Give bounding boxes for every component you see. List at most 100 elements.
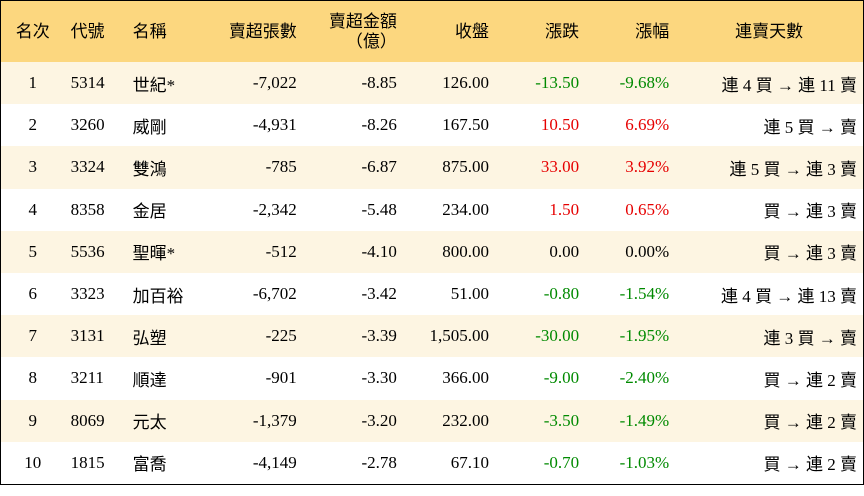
sell-table: 名次 代號 名稱 賣超張數 賣超金額 （億） 收盤 漲跌 漲幅 連賣天數 1 5314 世紀* -7,… — [0, 0, 864, 485]
table-cell: -3.39 — [302, 315, 403, 358]
table-body: 1 5314 世紀* -7,022 -8.85 126.00 -13.50 -9.68% 連 4… — [0, 62, 864, 485]
table-cell: -4,149 — [216, 441, 303, 485]
table-cell: 威剛 — [126, 104, 217, 147]
table-cell: -1.49% — [585, 399, 676, 442]
table-cell: -0.70 — [495, 441, 586, 485]
table-cell: -1.54% — [585, 272, 676, 316]
header-cell: 名稱 — [126, 0, 217, 62]
table-cell: 6.69% — [585, 104, 676, 147]
table-cell: 3324 — [64, 146, 127, 189]
table-cell: -3.50 — [495, 399, 586, 442]
table-cell: 弘塑 — [126, 315, 217, 358]
table-cell: -4,931 — [216, 104, 303, 147]
table-cell: -0.80 — [495, 272, 586, 316]
header-cell: 連賣天數 — [675, 0, 864, 62]
header-cell: 代號 — [64, 0, 127, 62]
table-cell: 9 — [0, 399, 65, 442]
table-cell: 1,505.00 — [402, 315, 496, 358]
table-cell: 8 — [0, 357, 65, 400]
table-cell: 0.00% — [585, 230, 676, 273]
table-cell: 3323 — [64, 272, 127, 316]
table-cell: 3131 — [64, 315, 127, 358]
table-row: 6 3323 加百裕 -6,702 -3.42 51.00 -0.80 -1.54% 連 4 買… — [0, 272, 864, 316]
table-cell: 234.00 — [402, 188, 496, 231]
table-cell: -4.10 — [302, 230, 403, 273]
header-cell: 賣超張數 — [216, 0, 303, 62]
table-cell: -8.26 — [302, 104, 403, 147]
table-row: 4 8358 金居 -2,342 -5.48 234.00 1.50 0.65% 買 → 連 3… — [0, 188, 864, 231]
table-cell: 買 → 連 2 賣 — [675, 357, 864, 400]
table-cell: -3.20 — [302, 399, 403, 442]
table-cell: -8.85 — [302, 62, 403, 105]
table-cell: 5 — [0, 230, 65, 273]
table-cell: -1,379 — [216, 399, 303, 442]
table-cell: 加百裕 — [126, 272, 217, 316]
table-row: 1 5314 世紀* -7,022 -8.85 126.00 -13.50 -9.68% 連 4… — [0, 62, 864, 105]
table-cell: -13.50 — [495, 62, 586, 105]
header-row: 名次 代號 名稱 賣超張數 賣超金額 （億） 收盤 漲跌 漲幅 連賣天數 — [0, 0, 864, 62]
table-cell: 366.00 — [402, 357, 496, 400]
header-cell: 漲跌 — [495, 0, 586, 62]
header-cell: 收盤 — [402, 0, 496, 62]
table-cell: -2,342 — [216, 188, 303, 231]
table-cell: -1.95% — [585, 315, 676, 358]
table-cell: 67.10 — [402, 441, 496, 485]
table-cell: 7 — [0, 315, 65, 358]
table-cell: 167.50 — [402, 104, 496, 147]
table-row: 2 3260 威剛 -4,931 -8.26 167.50 10.50 6.69% 連 5 買 … — [0, 104, 864, 147]
table-row: 8 3211 順達 -901 -3.30 366.00 -9.00 -2.40% 買 → 連 2… — [0, 357, 864, 400]
table-cell: 10.50 — [495, 104, 586, 147]
table-cell: -1.03% — [585, 441, 676, 485]
table-row: 7 3131 弘塑 -225 -3.39 1,505.00 -30.00 -1.95% 連 3 … — [0, 315, 864, 358]
table-cell: 順達 — [126, 357, 217, 400]
table-cell: 51.00 — [402, 272, 496, 316]
table-cell: 1.50 — [495, 188, 586, 231]
table-cell: -9.68% — [585, 62, 676, 105]
table-cell: 雙鴻 — [126, 146, 217, 189]
table-cell: -901 — [216, 357, 303, 400]
header-cell: 漲幅 — [585, 0, 676, 62]
table-cell: 買 → 連 2 賣 — [675, 441, 864, 485]
table-cell: -512 — [216, 230, 303, 273]
table-cell: 800.00 — [402, 230, 496, 273]
table-cell: 買 → 連 3 賣 — [675, 188, 864, 231]
table-cell: 連 5 買 → 連 3 賣 — [675, 146, 864, 189]
table-cell: -3.42 — [302, 272, 403, 316]
table-cell: 3211 — [64, 357, 127, 400]
table-cell: 1815 — [64, 441, 127, 485]
table-cell: 6 — [0, 272, 65, 316]
table-cell: -7,022 — [216, 62, 303, 105]
table-cell: -5.48 — [302, 188, 403, 231]
table-cell: 富喬 — [126, 441, 217, 485]
table-cell: 2 — [0, 104, 65, 147]
table-cell: 232.00 — [402, 399, 496, 442]
table-cell: 金居 — [126, 188, 217, 231]
table-cell: -30.00 — [495, 315, 586, 358]
header-cell: 賣超金額 （億） — [302, 0, 403, 62]
table-cell: 8069 — [64, 399, 127, 442]
header-cell: 名次 — [0, 0, 65, 62]
table-cell: 連 3 買 → 賣 — [675, 315, 864, 358]
table-cell: 3260 — [64, 104, 127, 147]
table-cell: 買 → 連 2 賣 — [675, 399, 864, 442]
table-cell: -2.40% — [585, 357, 676, 400]
table-cell: -225 — [216, 315, 303, 358]
table-cell: 連 4 買 → 連 13 賣 — [675, 272, 864, 316]
table-cell: 5536 — [64, 230, 127, 273]
table-cell: 5314 — [64, 62, 127, 105]
table-cell: 4 — [0, 188, 65, 231]
table-cell: -2.78 — [302, 441, 403, 485]
table-cell: 買 → 連 3 賣 — [675, 230, 864, 273]
table-cell: 126.00 — [402, 62, 496, 105]
table-cell: 10 — [0, 441, 65, 485]
table-cell: 連 4 買 → 連 11 賣 — [675, 62, 864, 105]
table-row: 5 5536 聖暉* -512 -4.10 800.00 0.00 0.00% 買 → 連 3 … — [0, 230, 864, 273]
table-cell: 8358 — [64, 188, 127, 231]
table-row: 9 8069 元太 -1,379 -3.20 232.00 -3.50 -1.49% 買 → 連… — [0, 399, 864, 442]
table-cell: 33.00 — [495, 146, 586, 189]
table-cell: 聖暉* — [126, 230, 217, 273]
table-cell: 連 5 買 → 賣 — [675, 104, 864, 147]
table-cell: 0.65% — [585, 188, 676, 231]
table-cell: -6,702 — [216, 272, 303, 316]
table-cell: 3 — [0, 146, 65, 189]
